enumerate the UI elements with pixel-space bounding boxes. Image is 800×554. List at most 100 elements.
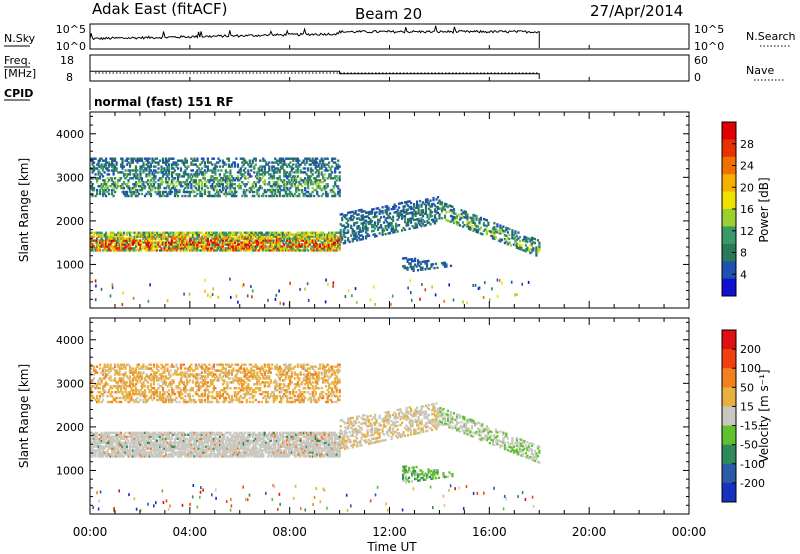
data-cell bbox=[212, 167, 215, 170]
data-cell bbox=[242, 157, 245, 160]
data-cell bbox=[236, 185, 239, 188]
data-cell bbox=[326, 249, 329, 252]
data-cell bbox=[449, 220, 453, 223]
data-cell bbox=[479, 218, 482, 222]
data-cell bbox=[220, 433, 223, 436]
data-cell bbox=[176, 231, 180, 234]
data-cell bbox=[191, 241, 194, 244]
data-cell bbox=[202, 437, 205, 440]
data-cell bbox=[280, 237, 283, 240]
data-cell bbox=[169, 183, 172, 186]
data-cell bbox=[115, 435, 118, 438]
data-cell bbox=[170, 435, 174, 438]
data-cell bbox=[163, 437, 166, 440]
data-cell bbox=[191, 247, 194, 250]
data-cell bbox=[226, 241, 229, 244]
data-cell bbox=[286, 177, 289, 180]
data-cell bbox=[182, 237, 185, 240]
data-cell bbox=[139, 233, 142, 236]
data-cell bbox=[161, 435, 165, 438]
data-cell bbox=[414, 259, 417, 262]
data-cell bbox=[374, 223, 377, 226]
data-cell bbox=[145, 447, 148, 450]
data-cell bbox=[357, 227, 360, 230]
data-cell bbox=[350, 218, 353, 222]
data-cell bbox=[175, 235, 178, 238]
data-cell bbox=[329, 245, 332, 248]
data-cell bbox=[229, 181, 232, 184]
data-cell bbox=[301, 237, 304, 240]
data-cell bbox=[414, 226, 417, 229]
data-cell bbox=[362, 222, 365, 225]
data-cell bbox=[241, 447, 244, 450]
data-cell bbox=[217, 233, 220, 236]
data-cell bbox=[160, 165, 163, 168]
data-cell bbox=[158, 439, 162, 442]
data-cell bbox=[184, 447, 187, 450]
data-cell bbox=[461, 215, 465, 218]
data-cell bbox=[404, 214, 407, 218]
data-cell bbox=[360, 214, 363, 217]
data-cell bbox=[229, 445, 232, 448]
data-cell bbox=[224, 188, 227, 192]
data-cell bbox=[295, 190, 298, 194]
data-cell bbox=[479, 226, 482, 229]
data-cell bbox=[152, 169, 156, 172]
data-cell bbox=[220, 169, 223, 172]
data-cell bbox=[310, 159, 313, 162]
data-cell bbox=[380, 224, 383, 227]
data-cell bbox=[164, 455, 168, 458]
data-cell bbox=[157, 188, 160, 192]
data-cell bbox=[514, 230, 517, 233]
data-cell bbox=[491, 287, 493, 291]
data-cell bbox=[304, 241, 307, 244]
data-cell bbox=[202, 237, 205, 240]
data-cell bbox=[151, 239, 154, 242]
data-cell bbox=[232, 441, 235, 444]
data-cell bbox=[96, 449, 99, 452]
data-cell bbox=[91, 157, 94, 160]
data-cell bbox=[196, 249, 199, 252]
data-cell bbox=[332, 186, 335, 190]
data-cell bbox=[131, 433, 135, 436]
data-cell bbox=[127, 186, 130, 190]
data-cell bbox=[172, 445, 175, 448]
data-cell bbox=[193, 433, 196, 436]
data-cell bbox=[220, 245, 223, 248]
data-cell bbox=[272, 169, 275, 172]
data-cell bbox=[167, 177, 171, 180]
data-cell bbox=[263, 181, 266, 184]
data-cell bbox=[293, 183, 296, 186]
power-colorbar-label: Power [dB] bbox=[757, 177, 771, 242]
data-cell bbox=[145, 441, 148, 444]
data-cell bbox=[197, 183, 200, 186]
data-cell bbox=[124, 241, 127, 244]
data-cell bbox=[248, 233, 251, 236]
data-cell bbox=[242, 247, 245, 250]
data-cell bbox=[193, 163, 196, 166]
data-cell bbox=[146, 179, 150, 182]
data-cell bbox=[182, 163, 185, 166]
data-cell bbox=[108, 443, 111, 446]
data-cell bbox=[501, 281, 503, 285]
data-cell bbox=[182, 239, 185, 242]
data-cell bbox=[205, 433, 208, 436]
data-cell bbox=[325, 186, 328, 190]
data-cell bbox=[334, 177, 337, 180]
data-cell bbox=[130, 235, 133, 238]
data-cell bbox=[91, 433, 94, 436]
data-cell bbox=[200, 194, 203, 198]
data-cell bbox=[229, 239, 232, 242]
data-cell bbox=[229, 171, 232, 174]
data-cell bbox=[223, 435, 226, 438]
data-cell bbox=[190, 437, 193, 440]
data-cell bbox=[413, 226, 416, 230]
data-cell bbox=[182, 161, 185, 164]
data-cell bbox=[161, 173, 165, 176]
data-cell bbox=[254, 247, 257, 250]
data-cell bbox=[335, 247, 338, 250]
data-cell bbox=[416, 224, 419, 227]
data-cell bbox=[200, 451, 203, 454]
data-cell bbox=[193, 159, 196, 162]
